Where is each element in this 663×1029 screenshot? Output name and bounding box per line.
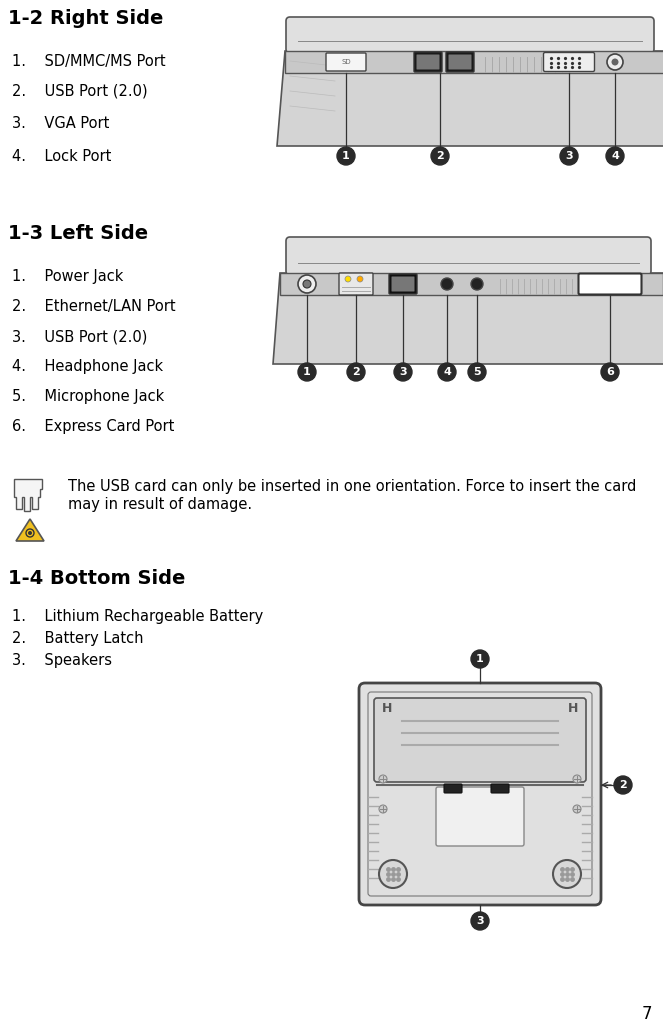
Text: 1.    Power Jack: 1. Power Jack <box>12 269 123 284</box>
FancyBboxPatch shape <box>286 237 651 275</box>
Circle shape <box>560 147 578 165</box>
Circle shape <box>611 59 619 66</box>
Circle shape <box>553 860 581 888</box>
Text: 7: 7 <box>642 1005 652 1023</box>
Text: 2.    Ethernet/LAN Port: 2. Ethernet/LAN Port <box>12 299 176 314</box>
Text: may in result of damage.: may in result of damage. <box>68 497 252 512</box>
FancyBboxPatch shape <box>579 274 642 294</box>
Text: 1-3 Left Side: 1-3 Left Side <box>8 224 148 243</box>
Text: 2: 2 <box>619 780 627 790</box>
Text: H: H <box>382 703 392 715</box>
Text: 1.    Lithium Rechargeable Battery: 1. Lithium Rechargeable Battery <box>12 609 263 624</box>
FancyBboxPatch shape <box>416 55 440 70</box>
Polygon shape <box>14 480 42 511</box>
Text: 3: 3 <box>565 151 573 161</box>
Circle shape <box>347 363 365 381</box>
Text: 1: 1 <box>476 654 484 664</box>
Circle shape <box>441 278 453 290</box>
Circle shape <box>607 54 623 70</box>
Circle shape <box>471 650 489 668</box>
FancyBboxPatch shape <box>444 784 462 793</box>
Text: H: H <box>568 703 578 715</box>
FancyBboxPatch shape <box>389 274 417 294</box>
Circle shape <box>337 147 355 165</box>
FancyBboxPatch shape <box>491 784 509 793</box>
FancyBboxPatch shape <box>326 54 366 71</box>
Text: 3.    USB Port (2.0): 3. USB Port (2.0) <box>12 329 147 344</box>
Circle shape <box>601 363 619 381</box>
Text: 1: 1 <box>342 151 350 161</box>
Circle shape <box>471 912 489 930</box>
FancyBboxPatch shape <box>391 277 414 291</box>
Circle shape <box>468 363 486 381</box>
Circle shape <box>606 147 624 165</box>
Circle shape <box>438 363 456 381</box>
Circle shape <box>431 147 449 165</box>
Circle shape <box>303 280 311 288</box>
Text: 3.    Speakers: 3. Speakers <box>12 653 112 668</box>
Text: 6.    Express Card Port: 6. Express Card Port <box>12 419 174 434</box>
FancyBboxPatch shape <box>374 698 586 782</box>
Circle shape <box>394 363 412 381</box>
Text: 4.    Headphone Jack: 4. Headphone Jack <box>12 359 163 374</box>
Text: 3.    VGA Port: 3. VGA Port <box>12 116 109 131</box>
Circle shape <box>379 805 387 813</box>
Text: 4: 4 <box>443 367 451 377</box>
Text: The USB card can only be inserted in one orientation. Force to insert the card: The USB card can only be inserted in one… <box>68 480 636 494</box>
FancyBboxPatch shape <box>286 17 654 54</box>
Text: 1.    SD/MMC/MS Port: 1. SD/MMC/MS Port <box>12 54 166 69</box>
Circle shape <box>379 860 407 888</box>
Polygon shape <box>273 273 663 364</box>
Text: 1: 1 <box>303 367 311 377</box>
Circle shape <box>345 276 351 282</box>
Text: 2: 2 <box>436 151 444 161</box>
Text: 4.    Lock Port: 4. Lock Port <box>12 149 111 164</box>
Polygon shape <box>280 273 663 295</box>
Polygon shape <box>285 51 663 73</box>
Text: 3: 3 <box>399 367 407 377</box>
Circle shape <box>471 278 483 290</box>
FancyBboxPatch shape <box>339 273 373 295</box>
FancyBboxPatch shape <box>544 52 595 71</box>
Text: 4: 4 <box>611 151 619 161</box>
Text: 2: 2 <box>352 367 360 377</box>
Text: 5: 5 <box>473 367 481 377</box>
FancyBboxPatch shape <box>448 55 471 70</box>
FancyBboxPatch shape <box>414 52 442 72</box>
Text: 2.    USB Port (2.0): 2. USB Port (2.0) <box>12 84 148 99</box>
Circle shape <box>298 275 316 293</box>
FancyBboxPatch shape <box>436 787 524 846</box>
Circle shape <box>573 775 581 783</box>
Text: 2.    Battery Latch: 2. Battery Latch <box>12 631 143 646</box>
Polygon shape <box>16 519 44 541</box>
Text: 6: 6 <box>606 367 614 377</box>
Circle shape <box>379 775 387 783</box>
Circle shape <box>357 276 363 282</box>
Polygon shape <box>277 51 663 146</box>
Text: 1-4 Bottom Side: 1-4 Bottom Side <box>8 569 186 588</box>
Circle shape <box>298 363 316 381</box>
Text: 1-2 Right Side: 1-2 Right Side <box>8 9 163 28</box>
Circle shape <box>573 805 581 813</box>
Circle shape <box>614 776 632 794</box>
Text: 5.    Microphone Jack: 5. Microphone Jack <box>12 389 164 404</box>
Text: SD: SD <box>341 59 351 65</box>
FancyBboxPatch shape <box>359 683 601 904</box>
FancyBboxPatch shape <box>446 52 474 72</box>
Circle shape <box>28 531 32 535</box>
Text: 3: 3 <box>476 916 484 926</box>
